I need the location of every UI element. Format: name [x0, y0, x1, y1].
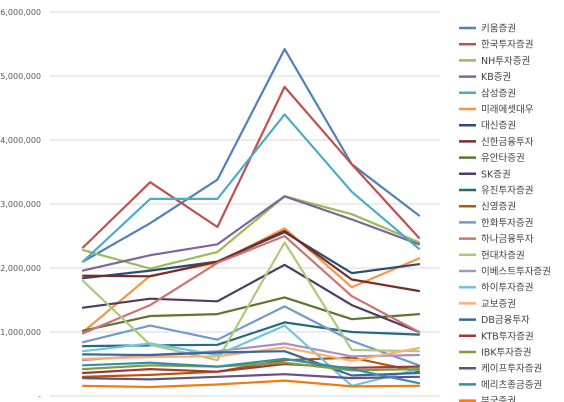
legend-label: 하나금융투자	[481, 233, 534, 245]
legend-label: SK증권	[481, 168, 511, 180]
legend-item: 유진투자증권	[459, 185, 533, 197]
legend-item: KTB투자증권	[459, 330, 534, 342]
legend-item: 부국증권	[459, 395, 516, 402]
y-tick-label: 2,000,000	[0, 264, 41, 273]
legend-label: 삼성증권	[481, 87, 516, 99]
series-line-22	[81, 357, 421, 385]
legend-item: 한국투자증권	[459, 39, 533, 51]
legend-label: 부국증권	[481, 395, 516, 402]
legend-label: 한화투자증권	[481, 217, 533, 229]
legend-label: 대신증권	[481, 120, 516, 132]
series-line-14	[81, 241, 421, 362]
legend-label: 현대차증권	[481, 249, 525, 261]
legend-item: 이베스트투자증권	[459, 266, 551, 278]
series-line-18	[81, 350, 421, 377]
legend-item: IBK투자증권	[459, 347, 532, 359]
legend-label: NH투자증권	[481, 55, 530, 67]
legend-item: 대신증권	[459, 120, 516, 132]
series-line-16	[81, 324, 421, 387]
series-line-3	[81, 195, 421, 272]
legend-item: SK증권	[459, 168, 511, 180]
series-line-8	[81, 296, 421, 332]
series-line-12	[81, 305, 421, 367]
legend-item: 신한금융투자	[459, 137, 534, 148]
legend-label: 메리츠종금증권	[481, 379, 542, 391]
legend-label: KTB투자증권	[481, 330, 534, 342]
series-line-20	[81, 361, 421, 372]
legend-item: 하나금융투자	[459, 233, 534, 245]
series-line-21	[81, 373, 421, 381]
legend-item: 교보증권	[459, 298, 516, 310]
legend-item: 신영증권	[459, 201, 516, 213]
series-line-23	[81, 379, 421, 389]
series-line-13	[81, 234, 421, 335]
legend-item: 현대차증권	[459, 249, 525, 261]
legend-item: 키움증권	[459, 23, 516, 35]
y-tick-label: 6,000,000	[0, 8, 41, 17]
legend-label: 신한금융투자	[481, 137, 534, 148]
legend-item: 미래에셋대우	[459, 105, 534, 116]
legend-label: 유안타증권	[481, 152, 525, 164]
legend-label: KB증권	[481, 71, 511, 83]
series-line-2	[81, 195, 421, 270]
legend-label: 키움증권	[481, 23, 516, 35]
gridlines	[50, 11, 440, 397]
legend-label: 신영증권	[481, 201, 516, 213]
legend-item: 삼성증권	[459, 87, 516, 99]
y-tick-label: -	[38, 392, 41, 401]
legend-item: KB증권	[459, 71, 511, 83]
series-line-5	[81, 227, 421, 334]
legend-label: 하이투자증권	[481, 282, 533, 294]
y-tick-label: 4,000,000	[0, 136, 41, 145]
y-tick-label: 5,000,000	[0, 72, 41, 81]
series-line-4	[81, 113, 421, 263]
legend-item: NH투자증권	[459, 55, 530, 67]
series-line-7	[81, 229, 421, 293]
legend-item: 케이프투자증권	[459, 363, 542, 375]
y-tick-label: 1,000,000	[0, 328, 41, 337]
series-line-0	[81, 47, 421, 263]
legend-item: 한화투자증권	[459, 217, 533, 229]
series-line-19	[81, 362, 421, 375]
y-tick-label: 3,000,000	[0, 200, 41, 209]
y-axis-tick-labels: - 1,000,000 2,000,000 3,000,000 4,000,000 5,0…	[0, 8, 41, 401]
series-line-10	[81, 321, 421, 348]
legend-label: IBK투자증권	[481, 347, 532, 359]
legend-label: 미래에셋대우	[481, 105, 534, 116]
series-line-9	[81, 263, 421, 334]
legend-item: 하이투자증권	[459, 282, 533, 294]
series-line-6	[81, 231, 421, 280]
legend-label: DB금융투자	[481, 315, 530, 326]
series-line-11	[81, 356, 421, 378]
legend-item: 유안타증권	[459, 152, 525, 164]
legend-label: 교보증권	[481, 298, 516, 310]
legend-label: 유진투자증권	[481, 185, 533, 197]
legend-item: DB금융투자	[459, 315, 530, 326]
legend-label: 이베스트투자증권	[481, 266, 551, 278]
legend-item: 메리츠종금증권	[459, 379, 542, 391]
series-lines	[81, 47, 421, 389]
legend-label: 한국투자증권	[481, 39, 533, 51]
legend-label: 케이프투자증권	[481, 363, 542, 375]
